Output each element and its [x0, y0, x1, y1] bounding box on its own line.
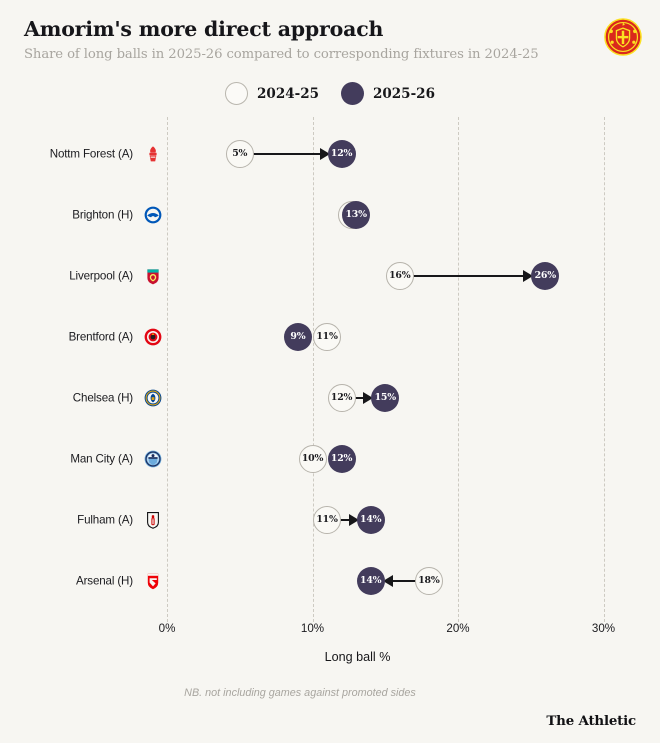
change-connector: [382, 580, 417, 582]
marker-2025-26[interactable]: 26%: [531, 261, 560, 290]
marker-2024-25[interactable]: 10%: [298, 444, 327, 473]
arrowhead-right: [319, 147, 330, 160]
chart-row[interactable]: Liverpool (A) 16% 26%: [0, 245, 660, 306]
change-connector: [411, 275, 534, 277]
gridline-30%: [603, 117, 605, 623]
chart-row[interactable]: Brighton (H) 13%: [0, 184, 660, 245]
marker-2025-26[interactable]: 14%: [356, 505, 385, 534]
marker-2024-25[interactable]: 12%: [327, 383, 356, 412]
manchester-united-crest-icon: [604, 18, 642, 56]
x-axis: 0% 10% 20% 30%: [0, 622, 660, 644]
x-tick-0%: 0%: [158, 622, 176, 636]
row-label-nottm-forest-a: Nottm Forest (A): [49, 147, 133, 161]
marker-2025-26[interactable]: 15%: [371, 383, 400, 412]
legend-item-2024-25: 2024-25: [225, 82, 319, 106]
change-connector: [251, 153, 330, 155]
row-label-man-city-a: Man City (A): [70, 452, 133, 466]
arrowhead-right: [523, 269, 534, 282]
row-label-liverpool-a: Liverpool (A): [69, 269, 133, 283]
arrowhead-left: [382, 574, 393, 587]
chart-header: Amorim's more direct approach Share of l…: [0, 0, 660, 62]
fulham-badge-icon: [147, 511, 159, 529]
legend-item-2025-26: 2025-26: [341, 82, 435, 106]
brentford-badge-icon: [144, 328, 162, 346]
arrowhead-right: [363, 391, 374, 404]
marker-2025-26[interactable]: 9%: [283, 322, 312, 351]
marker-2024-25[interactable]: 11%: [313, 322, 342, 351]
nottingham-forest-badge-icon: [144, 145, 162, 163]
x-tick-30%: 30%: [591, 622, 616, 636]
gridline-20%: [458, 117, 459, 623]
chart-row[interactable]: Man City (A) 10% 12%: [0, 428, 660, 489]
chelsea-badge-icon: [144, 388, 162, 407]
chart-plot-area: Nottm Forest (A) 5% 12% Brighton (H) 13% Live…: [0, 117, 660, 623]
chart-row[interactable]: Chelsea (H) 12% 15%: [0, 367, 660, 428]
x-tick-10%: 10%: [300, 622, 325, 636]
brighton-badge-icon: [144, 206, 162, 224]
gridline-0%: [167, 117, 168, 623]
row-label-arsenal-h: Arsenal (H): [76, 574, 133, 588]
marker-2025-26[interactable]: 14%: [356, 566, 385, 595]
chart-row[interactable]: Fulham (A) 11% 14%: [0, 489, 660, 550]
chart-row[interactable]: Arsenal (H) 18% 14%: [0, 550, 660, 611]
the-athletic-logo: The Athletic: [546, 713, 636, 729]
page-title: Amorim's more direct approach: [24, 17, 384, 41]
legend-swatch-new-icon: [341, 82, 364, 106]
x-tick-20%: 20%: [446, 622, 470, 636]
footnote: NB. not including games against promoted…: [184, 687, 416, 699]
marker-2024-25[interactable]: 11%: [313, 505, 342, 534]
legend-label-new: 2025-26: [373, 85, 435, 102]
marker-2024-25[interactable]: 16%: [385, 261, 414, 290]
row-label-brentford-a: Brentford (A): [68, 330, 134, 344]
liverpool-badge-icon: [147, 269, 159, 285]
marker-2024-25[interactable]: 5%: [225, 139, 254, 168]
legend-label-old: 2024-25: [257, 85, 319, 102]
legend-swatch-old-icon: [225, 82, 249, 106]
row-label-brighton-h: Brighton (H): [72, 208, 133, 222]
marker-2024-25[interactable]: 18%: [414, 566, 443, 595]
chart-row[interactable]: Brentford (A) 11% 9%: [0, 306, 660, 367]
arsenal-badge-icon: [147, 573, 159, 590]
gridline-10%: [312, 117, 314, 623]
marker-2025-26[interactable]: 12%: [327, 139, 356, 168]
chart-legend: 2024-25 2025-26: [0, 82, 660, 106]
row-label-fulham-a: Fulham (A): [77, 513, 133, 527]
manchester-city-badge-icon: [144, 449, 162, 468]
arrowhead-right: [348, 513, 359, 526]
row-label-chelsea-h: Chelsea (H): [72, 391, 133, 405]
chart-footer: NB. not including games against promoted…: [0, 687, 660, 729]
marker-2025-26[interactable]: 13%: [342, 200, 371, 229]
page-subtitle: Share of long balls in 2025-26 compared …: [24, 46, 539, 62]
marker-2025-26[interactable]: 12%: [327, 444, 356, 473]
chart-row[interactable]: Nottm Forest (A) 5% 12%: [0, 123, 660, 184]
x-axis-title: Long ball %: [324, 650, 391, 665]
